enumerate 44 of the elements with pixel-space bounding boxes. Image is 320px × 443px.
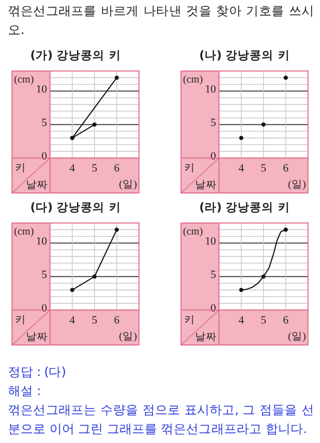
x-tick-label: 6 — [114, 314, 120, 327]
x-axis-title: 날짜 — [195, 330, 217, 343]
x-tick-label: 5 — [260, 162, 267, 175]
x-tick-label: 4 — [238, 314, 244, 327]
text: (일) — [119, 330, 138, 342]
y-axis-title: 키 — [184, 314, 195, 326]
x-axis-title: 날짜 — [26, 178, 48, 191]
chart-title: (다) 강낭콩의 키 — [30, 200, 121, 214]
y-axis-title: 키 — [184, 162, 195, 174]
text: (일) — [288, 178, 306, 190]
x-tick-label: 5 — [92, 314, 98, 327]
x-tick-label: 6 — [283, 314, 289, 327]
x-tick-label: 4 — [238, 162, 244, 175]
y-tick-label: 5 — [42, 269, 48, 282]
text: (cm) — [183, 226, 204, 238]
text: (cm) — [14, 74, 34, 86]
x-tick-label: 5 — [92, 162, 98, 175]
x-tick-label: 5 — [260, 314, 267, 327]
chart-title: (라) 강낭콩의 키 — [199, 200, 290, 214]
x-tick-label: 6 — [114, 162, 120, 175]
chart-title: (가) 강낭콩의 키 — [30, 48, 121, 62]
y-axis-title: 키 — [15, 162, 26, 174]
y-tick-label: 10 — [205, 84, 216, 96]
text: (cm) — [183, 74, 204, 86]
text: 꺾은선그래프를 바르게 나타낸 것을 찾아 기호를 쓰시오. — [8, 2, 314, 39]
text: (cm) — [14, 226, 34, 238]
text: (일) — [119, 178, 138, 190]
y-axis-title: 키 — [15, 314, 26, 326]
text: (일) — [288, 330, 306, 342]
text: 해설 : — [8, 382, 42, 400]
y-tick-label: 10 — [36, 236, 48, 248]
y-tick-label: 5 — [210, 269, 216, 282]
x-axis-title: 날짜 — [195, 178, 217, 191]
y-tick-label: 10 — [36, 84, 48, 96]
x-tick-label: 6 — [283, 162, 289, 175]
y-tick-label: 5 — [42, 117, 48, 130]
text: 꺾은선그래프는 수량을 점으로 표시하고, 그 점들을 선분으로 이어 그린 그래프를 꺾은선그래프라고 합니다. — [8, 401, 314, 438]
y-tick-label: 5 — [210, 117, 216, 130]
x-axis-title: 날짜 — [26, 330, 48, 343]
x-tick-label: 4 — [70, 162, 76, 175]
x-tick-label: 4 — [70, 314, 76, 327]
chart-title: (나) 강낭콩의 키 — [199, 48, 290, 62]
text: 정답 : (다) — [8, 363, 67, 381]
y-tick-label: 10 — [205, 236, 216, 248]
